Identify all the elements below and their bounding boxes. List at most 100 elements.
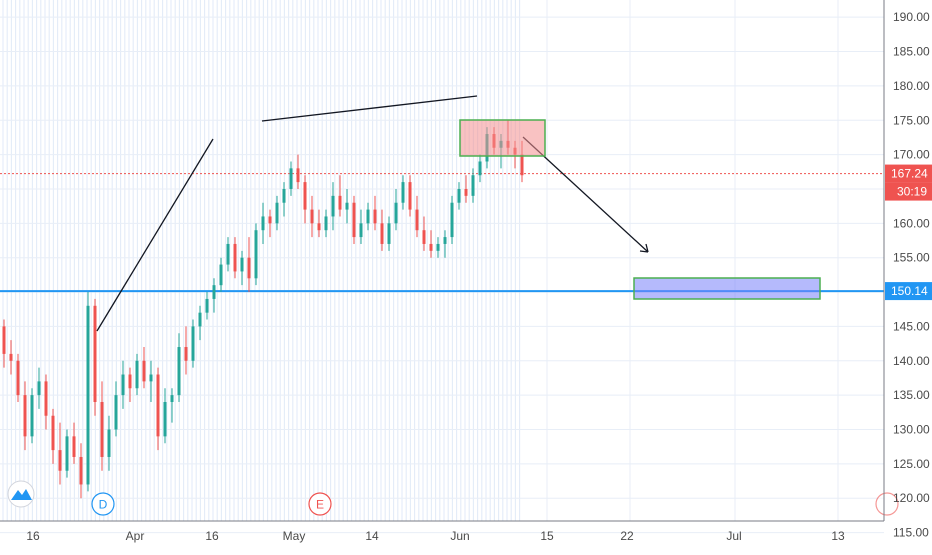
candle-up[interactable]	[457, 188, 461, 203]
current-price-tag-bg	[885, 164, 932, 183]
projection-arrow-head	[639, 243, 649, 253]
candle-up[interactable]	[107, 429, 111, 457]
candle-down[interactable]	[142, 360, 146, 382]
x-tick-label: 15	[540, 529, 554, 543]
candle-up[interactable]	[37, 381, 41, 396]
event-marker[interactable]	[875, 492, 899, 516]
candle-up[interactable]	[450, 202, 454, 238]
event-marker[interactable]	[91, 492, 115, 516]
candle-down[interactable]	[247, 257, 251, 279]
candle-up[interactable]	[226, 243, 230, 265]
candle-down[interactable]	[93, 305, 97, 402]
candle-up[interactable]	[394, 202, 398, 224]
candle-up[interactable]	[198, 312, 202, 327]
candle-up[interactable]	[240, 257, 244, 272]
countdown-tag: 30:19	[897, 185, 927, 199]
x-tick-label: 14	[365, 529, 379, 543]
candle-up[interactable]	[261, 216, 265, 231]
candle-down[interactable]	[51, 415, 55, 451]
y-tick-label: 185.00	[893, 45, 930, 59]
candle-up[interactable]	[254, 230, 258, 279]
resistance-zone-box[interactable]	[459, 119, 546, 157]
candle-down[interactable]	[79, 456, 83, 485]
event-marker[interactable]	[308, 492, 332, 516]
candle-up[interactable]	[170, 395, 174, 402]
candle-down[interactable]	[233, 243, 237, 272]
candle-up[interactable]	[387, 223, 391, 244]
candle-down[interactable]	[317, 223, 321, 231]
y-tick-label: 180.00	[893, 79, 930, 93]
x-tick-label: Jul	[726, 529, 741, 543]
candle-up[interactable]	[219, 264, 223, 286]
candle-down[interactable]	[464, 188, 468, 196]
candle-up[interactable]	[443, 237, 447, 244]
candle-down[interactable]	[415, 209, 419, 231]
event-marker-label: D	[99, 498, 108, 512]
candle-down[interactable]	[100, 402, 104, 457]
candle-down[interactable]	[128, 374, 132, 389]
trend-line-top[interactable]	[261, 95, 478, 122]
candle-up[interactable]	[478, 161, 482, 176]
y-tick-label: 115.00	[893, 526, 929, 540]
candle-down[interactable]	[408, 182, 412, 210]
candle-down[interactable]	[58, 450, 62, 471]
candle-down[interactable]	[422, 230, 426, 244]
candle-up[interactable]	[471, 175, 475, 196]
trend-line-up[interactable]	[96, 138, 214, 332]
candle-up[interactable]	[275, 202, 279, 224]
candle-down[interactable]	[72, 436, 76, 457]
candle-down[interactable]	[23, 395, 27, 437]
candle-up[interactable]	[205, 298, 209, 313]
y-tick-label: 140.00	[893, 354, 930, 368]
candle-up[interactable]	[212, 285, 216, 299]
candle-down[interactable]	[2, 326, 6, 354]
candle-down[interactable]	[338, 195, 342, 210]
candle-up[interactable]	[289, 168, 293, 189]
candle-up[interactable]	[324, 216, 328, 231]
y-tick-label: 170.00	[893, 148, 930, 162]
candle-down[interactable]	[16, 360, 20, 396]
candle-up[interactable]	[30, 395, 34, 437]
candle-up[interactable]	[177, 347, 181, 396]
candle-up[interactable]	[149, 374, 153, 382]
candle-down[interactable]	[44, 381, 48, 416]
candle-down[interactable]	[310, 209, 314, 224]
candle-up[interactable]	[359, 223, 363, 238]
candle-up[interactable]	[191, 326, 195, 361]
candle-up[interactable]	[401, 182, 405, 203]
x-tick-label: Jun	[450, 529, 469, 543]
candle-down[interactable]	[373, 209, 377, 224]
candle-up[interactable]	[121, 374, 125, 396]
y-tick-label: 190.00	[893, 10, 930, 24]
candle-up[interactable]	[366, 209, 370, 224]
x-tick-label: 16	[205, 529, 219, 543]
candle-down[interactable]	[184, 347, 188, 361]
y-tick-label: 120.00	[893, 491, 930, 505]
candle-up[interactable]	[331, 195, 335, 217]
candle-up[interactable]	[135, 360, 139, 389]
y-tick-label: 145.00	[893, 319, 930, 333]
candle-down[interactable]	[268, 216, 272, 224]
candle-up[interactable]	[114, 395, 118, 430]
y-tick-label: 130.00	[893, 422, 930, 436]
candle-down[interactable]	[520, 154, 524, 176]
candle-up[interactable]	[86, 305, 90, 485]
candle-down[interactable]	[156, 374, 160, 437]
candle-down[interactable]	[296, 168, 300, 183]
candle-down[interactable]	[380, 223, 384, 244]
candle-down[interactable]	[303, 182, 307, 210]
candle-down[interactable]	[9, 353, 13, 361]
candle-up[interactable]	[436, 243, 440, 251]
candle-down[interactable]	[352, 202, 356, 238]
candle-up[interactable]	[163, 402, 167, 437]
candle-up[interactable]	[345, 202, 349, 210]
candle-up[interactable]	[65, 436, 69, 471]
candle-down[interactable]	[429, 243, 433, 251]
x-tick-label: Apr	[126, 529, 145, 543]
candle-up[interactable]	[282, 188, 286, 203]
y-tick-label: 160.00	[893, 216, 930, 230]
target-zone-box[interactable]	[633, 277, 821, 300]
y-tick-label: 175.00	[893, 113, 930, 127]
